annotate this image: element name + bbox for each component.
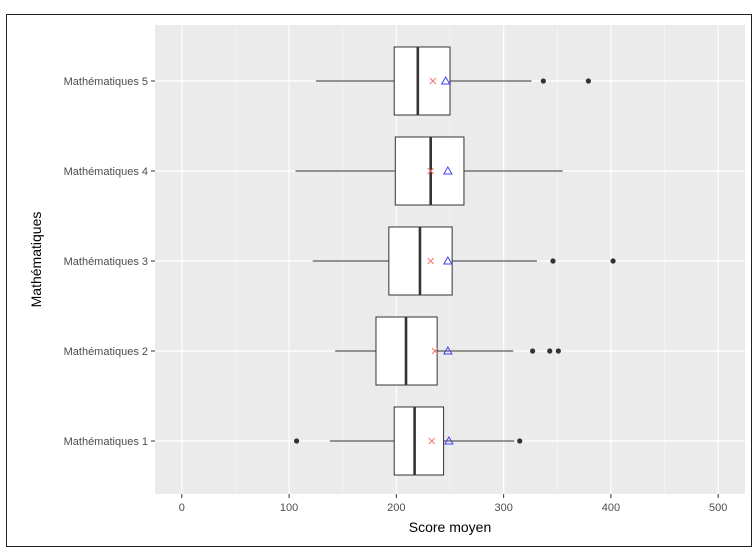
x-axis: 0 100 200 300 400 500 xyxy=(179,494,727,514)
outlier-point xyxy=(540,78,546,84)
x-tick-label: 500 xyxy=(709,502,727,514)
mean-x-stroke xyxy=(429,77,437,85)
box-series xyxy=(294,46,616,476)
mean-x-stroke xyxy=(431,347,439,355)
outlier-point xyxy=(517,438,523,444)
mean-triangle-marker xyxy=(442,255,453,265)
mean-x-marker xyxy=(427,257,435,265)
box-iqr xyxy=(393,406,445,476)
y-tick-label: Mathématiques 2 xyxy=(64,346,148,358)
mean-x-marker xyxy=(431,347,439,355)
mean-triangle-marker xyxy=(442,165,453,175)
x-tick-label: 100 xyxy=(280,502,298,514)
outlier-point xyxy=(610,258,616,264)
x-axis-title: Score moyen xyxy=(409,519,491,535)
box-group xyxy=(315,46,591,116)
box-iqr xyxy=(393,46,451,116)
y-tick-label: Mathématiques 3 xyxy=(64,256,148,268)
outlier-point xyxy=(547,348,553,354)
y-axis-title: Mathématiques xyxy=(28,212,44,308)
x-tick-label: 200 xyxy=(387,502,405,514)
x-tick-label: 0 xyxy=(179,502,185,514)
box-group xyxy=(295,136,563,206)
outlier-point xyxy=(530,348,536,354)
outlier-point xyxy=(585,78,591,84)
mean-triangle-marker xyxy=(440,75,451,85)
outlier-point xyxy=(550,258,556,264)
mean-x-stroke xyxy=(428,437,436,445)
y-axis: Mathématiques 1 Mathématiques 2 Mathématiq… xyxy=(64,76,155,448)
y-tick-label: Mathématiques 1 xyxy=(64,436,148,448)
outlier-point xyxy=(294,438,300,444)
box-group xyxy=(335,316,561,386)
mean-x-marker xyxy=(427,167,435,175)
x-tick-label: 300 xyxy=(494,502,512,514)
mean-x-stroke xyxy=(427,167,435,175)
outlier-point xyxy=(555,348,561,354)
y-tick-label: Mathématiques 4 xyxy=(64,166,148,178)
y-tick-label: Mathématiques 5 xyxy=(64,76,148,88)
mean-triangle-marker xyxy=(442,345,453,355)
mean-x-marker xyxy=(428,437,436,445)
mean-x-stroke xyxy=(427,257,435,265)
x-tick-label: 400 xyxy=(602,502,620,514)
mean-x-marker xyxy=(429,77,437,85)
mean-triangle-marker xyxy=(444,435,454,445)
box-group xyxy=(312,226,616,296)
box-group xyxy=(294,406,523,476)
